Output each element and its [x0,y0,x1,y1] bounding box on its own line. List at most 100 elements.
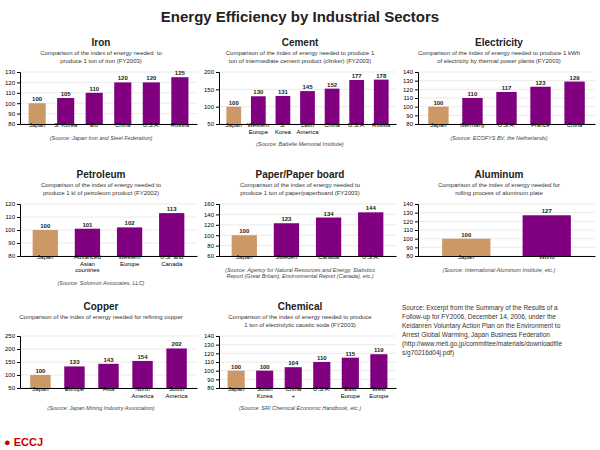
text-line: Canada [161,261,183,267]
tick-mark [17,204,20,205]
text-line: Comparison of the index of energy needed… [41,182,162,188]
tick-mark [415,256,418,257]
data-label: 133 [69,359,80,365]
y-tick: 60 [207,253,219,259]
text-line: Western [247,122,269,128]
bar [274,223,299,256]
x-tick: Russia [171,122,190,128]
tick-mark [17,349,20,350]
text-line: 1 ton of electrolytic caustic soda (FY20… [244,322,356,328]
y-tick-label: 100 [204,233,215,239]
x-tick: U.S.A. [313,386,331,392]
panel: CementComparison of the index of energy … [204,37,397,147]
y-tick: 90 [8,240,20,246]
text-line: Comparison of the index of energy needed… [240,182,361,188]
text-line: + [291,393,295,399]
plot: 8090100110120130140JapanWorld100127 [403,201,596,325]
y-tick-label: 80 [406,253,413,259]
panel: CopperComparison of the index of energy … [5,301,198,411]
y-tick-label: 110 [5,90,15,96]
x-axis: JapanAdvancedAsiancountriesWesternEurope… [21,254,198,273]
x-tick: S. Korea [54,122,78,128]
text-line: U.S.A. [362,254,380,260]
x-tick-label: LatinAmerica [296,122,319,135]
x-axis: JapanSouthKoreaChina+U.S.A.EastEuropeWes… [220,386,397,399]
data-label: 123 [281,216,292,222]
bar [98,364,118,388]
grid-line [20,82,197,83]
y-tick-label: 90 [406,245,413,251]
x-tick-label: Canada [318,254,340,260]
plot: 50100150200JapanWesternEuropeS.KoreaLati… [204,69,397,141]
tick-mark [17,72,20,73]
text-line: Korea [275,129,292,135]
bar [33,230,58,256]
tick-mark [216,371,219,372]
bar [300,91,315,124]
text-line: China [324,122,340,128]
y-tick: 120 [403,219,418,225]
tick-mark [17,362,20,363]
tick-mark [415,98,418,99]
y-axis: 8090100110120130140 [403,69,419,127]
bar [132,361,152,388]
y-tick: 150 [204,87,219,93]
panel-subtitle: Comparison of the index of energy needed… [40,50,162,64]
y-tick-label: 130 [403,210,414,216]
bars [232,212,384,256]
x-axis: JapanGermanyU.S.A.FranceChina [419,122,596,128]
x-axis: JapanWesternEuropeS.KoreaLatinAmericaChi… [220,122,397,135]
bar [166,348,186,388]
grid [219,336,396,388]
grid-line [20,204,197,205]
y-tick-label: 80 [207,243,214,249]
grid-line [219,344,396,345]
text-line: Canada [318,254,340,260]
grid-line [219,388,396,389]
panel-subtitle: Comparison of the index of energy needed… [41,182,162,196]
panel-title: Paper/Paper board [256,169,345,180]
text-line: Report (Great Britain), Environmental Re… [226,273,373,279]
x-tick: France [531,122,550,128]
y-tick-label: 200 [5,346,16,352]
y-tick: 150 [5,359,20,365]
data-label: 130 [253,89,264,95]
y-tick-label: 140 [403,69,414,75]
text-line: U.S.A. [313,386,331,392]
data-labels: 100127 [461,208,552,237]
x-tick-label: Japan [32,386,48,392]
plot: 8090100110120130140JapanGermanyU.S.A.Fra… [403,69,596,193]
y-tick-label: 130 [5,69,16,75]
y-axis: 8090100110120130 [5,69,21,127]
grid-line [418,212,595,213]
x-tick: AdvancedAsiancountries [74,254,101,273]
y-tick-label: 120 [5,80,16,86]
tick-mark [216,89,219,90]
data-labels: 100123134144 [239,205,376,234]
data-label: 178 [376,73,387,79]
y-axis: 50100150200 [204,69,220,127]
text-line: Asia [103,386,115,392]
text-line: S. Korea [54,122,78,128]
y-tick: 110 [403,227,418,233]
y-tick-label: 130 [204,342,215,348]
y-tick-label: 50 [207,121,214,127]
data-label: 129 [570,75,581,81]
text-line: s/g70216d04j.pdf) [402,349,454,357]
y-tick-label: 80 [207,385,214,391]
x-tick: EU [90,122,98,128]
bar [564,82,584,124]
y-tick-label: 100 [5,101,16,107]
text-line: U.S.A. [143,122,161,128]
grid-line [219,379,396,380]
panel-title: Chemical [278,301,323,312]
panel: PetroleumComparison of the index of ener… [5,169,198,360]
x-tick: WestEurope [369,386,389,399]
source-note: (Source: Solomon Associates, LLC) [58,280,145,286]
y-tick: 250 [5,333,20,339]
y-tick: 50 [207,121,219,127]
data-labels: 100101102113 [40,206,177,229]
bar [462,98,482,124]
bar [349,80,364,124]
text-line: Comparison of the index of energy needed… [19,314,182,320]
